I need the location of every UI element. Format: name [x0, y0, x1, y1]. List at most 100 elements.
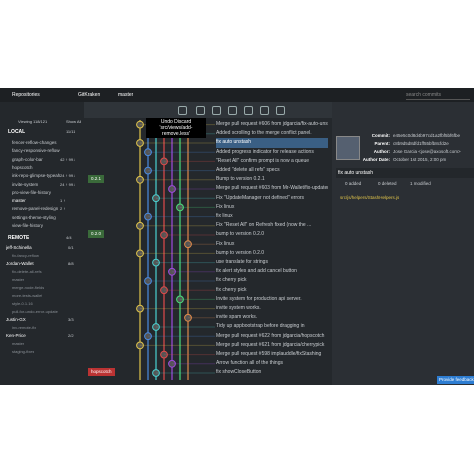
- commit-row[interactable]: Added progress indicator for release act…: [216, 148, 314, 155]
- toolbar-button[interactable]: [260, 106, 269, 115]
- commit-message: fix auto unstash: [336, 168, 474, 178]
- commit-row[interactable]: Fix "UpdateManager not defined" errors: [216, 194, 305, 201]
- toolbar-button[interactable]: [276, 106, 285, 115]
- commit-row[interactable]: invite spam works.: [216, 314, 258, 321]
- detail-value: Jose Garcia <jose@axosoft.com>: [393, 149, 461, 154]
- branch-badge: 24 ↑ 99↓: [60, 173, 76, 179]
- stat-deleted: 0 deleted: [378, 181, 397, 186]
- commit-row[interactable]: Merge pull request #606 from jdgarcia/fi…: [216, 121, 328, 127]
- commit-row[interactable]: "Reset All" confirm prompt is now a queu…: [216, 157, 310, 164]
- branch-item[interactable]: view-file-history: [12, 223, 44, 228]
- commit-row[interactable]: Merge pull request #603 from Mr-Wallet/f…: [216, 185, 328, 192]
- branch-item[interactable]: pro-view-file-history: [12, 189, 52, 195]
- repo-name[interactable]: GitKraken: [78, 92, 101, 98]
- file-item[interactable]: src/js/helpers/StashHelpers.js: [340, 195, 400, 200]
- remote-branch[interactable]: master: [12, 341, 25, 347]
- branch-item[interactable]: ink-repo-glimpse-typeahead: [12, 173, 60, 179]
- remote-branch[interactable]: more-tests-wallet: [12, 293, 43, 299]
- commit-row[interactable]: bump to version 0.2.0: [216, 231, 265, 238]
- search-box[interactable]: search commits: [406, 91, 470, 100]
- branch-item[interactable]: invite-system: [12, 181, 39, 187]
- commit-node: [144, 166, 152, 175]
- commit-row[interactable]: fix linux: [216, 213, 233, 219]
- commit-node: [144, 212, 152, 221]
- detail-label: Commit:: [371, 133, 390, 138]
- remote-branch[interactable]: fix-fancy-reflow: [12, 253, 39, 259]
- commit-row[interactable]: Added scrolling to the merge conflict pa…: [216, 130, 312, 137]
- detail-label: Parent:: [374, 141, 390, 146]
- branch-badge: 42 ↑ 99↓: [60, 156, 76, 162]
- commit-row[interactable]: fix showCloseButton: [216, 369, 262, 376]
- detail-label: Author:: [373, 149, 390, 154]
- commit-node: [176, 295, 184, 304]
- toolbar-button[interactable]: [178, 106, 187, 115]
- repositories-button[interactable]: Repositories: [12, 92, 40, 98]
- commit-row[interactable]: use translate for strings: [216, 259, 268, 265]
- branch-item[interactable]: hopscotch: [12, 164, 33, 170]
- commit-row[interactable]: bump to version 0.2.0: [216, 249, 265, 256]
- remote-branch[interactable]: fix-delete-all-refs: [12, 269, 42, 275]
- commit-row[interactable]: Merge pull request #622 from jdgarcia/ho…: [216, 332, 325, 339]
- branch-item[interactable]: remove-panel-redesign: [12, 206, 59, 212]
- commit-row[interactable]: Merge pull request #621 from jdgarcia/ch…: [216, 341, 325, 348]
- section-count: 11/11: [66, 129, 76, 134]
- branch-item[interactable]: graph-color-bar: [12, 156, 43, 162]
- remote-branch[interactable]: pull-for-undo-error-update: [12, 309, 58, 315]
- commit-node: [168, 359, 176, 368]
- commit-row[interactable]: fix auto unstash: [216, 138, 328, 148]
- remote-name[interactable]: Ken-Price: [6, 333, 26, 339]
- remote-branch[interactable]: style-0.1.16: [12, 301, 33, 307]
- remote-name[interactable]: Justin-GX: [6, 317, 26, 323]
- branch-item[interactable]: fencer-reflow-changes: [12, 140, 57, 145]
- commit-node: [152, 369, 160, 377]
- commit-row[interactable]: Merge pull request #598 implauddle/fixSt…: [216, 351, 322, 357]
- remote-branch[interactable]: master: [12, 277, 25, 283]
- commit-row[interactable]: Bump to version 0.2.1: [216, 176, 265, 183]
- commit-row[interactable]: Fix "Reset All" on Refresh fixed (now th…: [216, 222, 312, 229]
- branch-item[interactable]: fancy-responsive-reflow-layout: [12, 148, 60, 154]
- commit-row[interactable]: Tidy up appbootstrap before dragging in: [216, 323, 305, 330]
- commit-row[interactable]: Fix linux: [216, 203, 235, 210]
- feedback-button[interactable]: Provide feedback: [437, 376, 474, 384]
- commit-row[interactable]: invite system works.: [216, 305, 261, 311]
- remote-branch[interactable]: staging-fixes: [12, 349, 35, 355]
- branch-label[interactable]: hopscotch: [88, 368, 115, 377]
- commit-node: [184, 240, 192, 249]
- toolbar-button[interactable]: [212, 106, 221, 115]
- branch-item[interactable]: master: [12, 198, 26, 204]
- branch-label[interactable]: 0.2.0: [88, 230, 105, 239]
- branch-badge: 24 ↑ 99↓: [60, 181, 76, 187]
- show-all[interactable]: Show All: [66, 119, 82, 124]
- remote-branch[interactable]: merge-node-fields: [12, 285, 45, 291]
- toolbar-button[interactable]: [228, 106, 237, 115]
- branch-item[interactable]: settings-theme-styling: [12, 214, 56, 220]
- commit-node: [152, 323, 160, 331]
- remote-name[interactable]: jeff-Schinella: [6, 245, 32, 251]
- commit-row[interactable]: Added "delete all refs" specs: [216, 167, 280, 173]
- branch-name[interactable]: master: [118, 92, 134, 98]
- commit-row[interactable]: Arrow function all of the things: [216, 360, 283, 367]
- commit-row[interactable]: Fix linux: [216, 240, 235, 247]
- branch-badge: 1 ↑: [60, 198, 66, 204]
- commit-row[interactable]: Invite system for production api server.: [216, 295, 302, 302]
- remote-count: 2/2: [68, 333, 74, 339]
- commit-row[interactable]: fix cherry pick: [216, 286, 247, 293]
- commit-node: [160, 350, 168, 359]
- commit-node: [144, 148, 152, 157]
- toolbar-button[interactable]: [196, 106, 205, 115]
- commit-row[interactable]: fix cherry pick: [216, 277, 247, 284]
- toolbar-button[interactable]: [244, 106, 253, 115]
- commit-node: [176, 203, 184, 212]
- graph: [136, 120, 215, 380]
- commit-node: [152, 258, 160, 267]
- remote-count: 0/1: [68, 245, 74, 251]
- branch-label[interactable]: 0.2.1: [88, 175, 105, 184]
- detail-label: Author Date:: [362, 157, 390, 162]
- commit-row[interactable]: fix alert styles and add cancel button: [216, 268, 297, 275]
- remote-name[interactable]: Jordan-Wallet: [6, 261, 34, 267]
- commit-node: [184, 313, 192, 322]
- remote-count: 8/8: [68, 261, 74, 267]
- remote-branch[interactable]: inv-remote-fix: [12, 325, 37, 331]
- commit-node: [152, 194, 160, 203]
